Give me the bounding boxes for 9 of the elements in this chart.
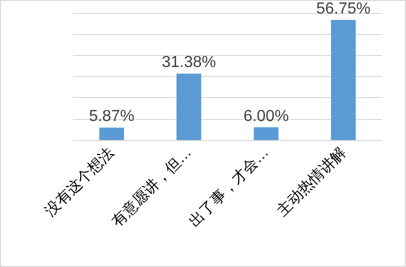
data-label: 31.38% xyxy=(162,54,216,72)
data-label: 6.00% xyxy=(243,108,289,125)
bar xyxy=(331,20,356,140)
data-label: 5.87% xyxy=(88,108,134,126)
x-tick-label: 主动热情讲解 xyxy=(274,144,350,220)
bar xyxy=(254,127,278,140)
bar xyxy=(176,74,202,140)
data-label: 56.75% xyxy=(316,0,371,18)
bar xyxy=(99,128,124,140)
